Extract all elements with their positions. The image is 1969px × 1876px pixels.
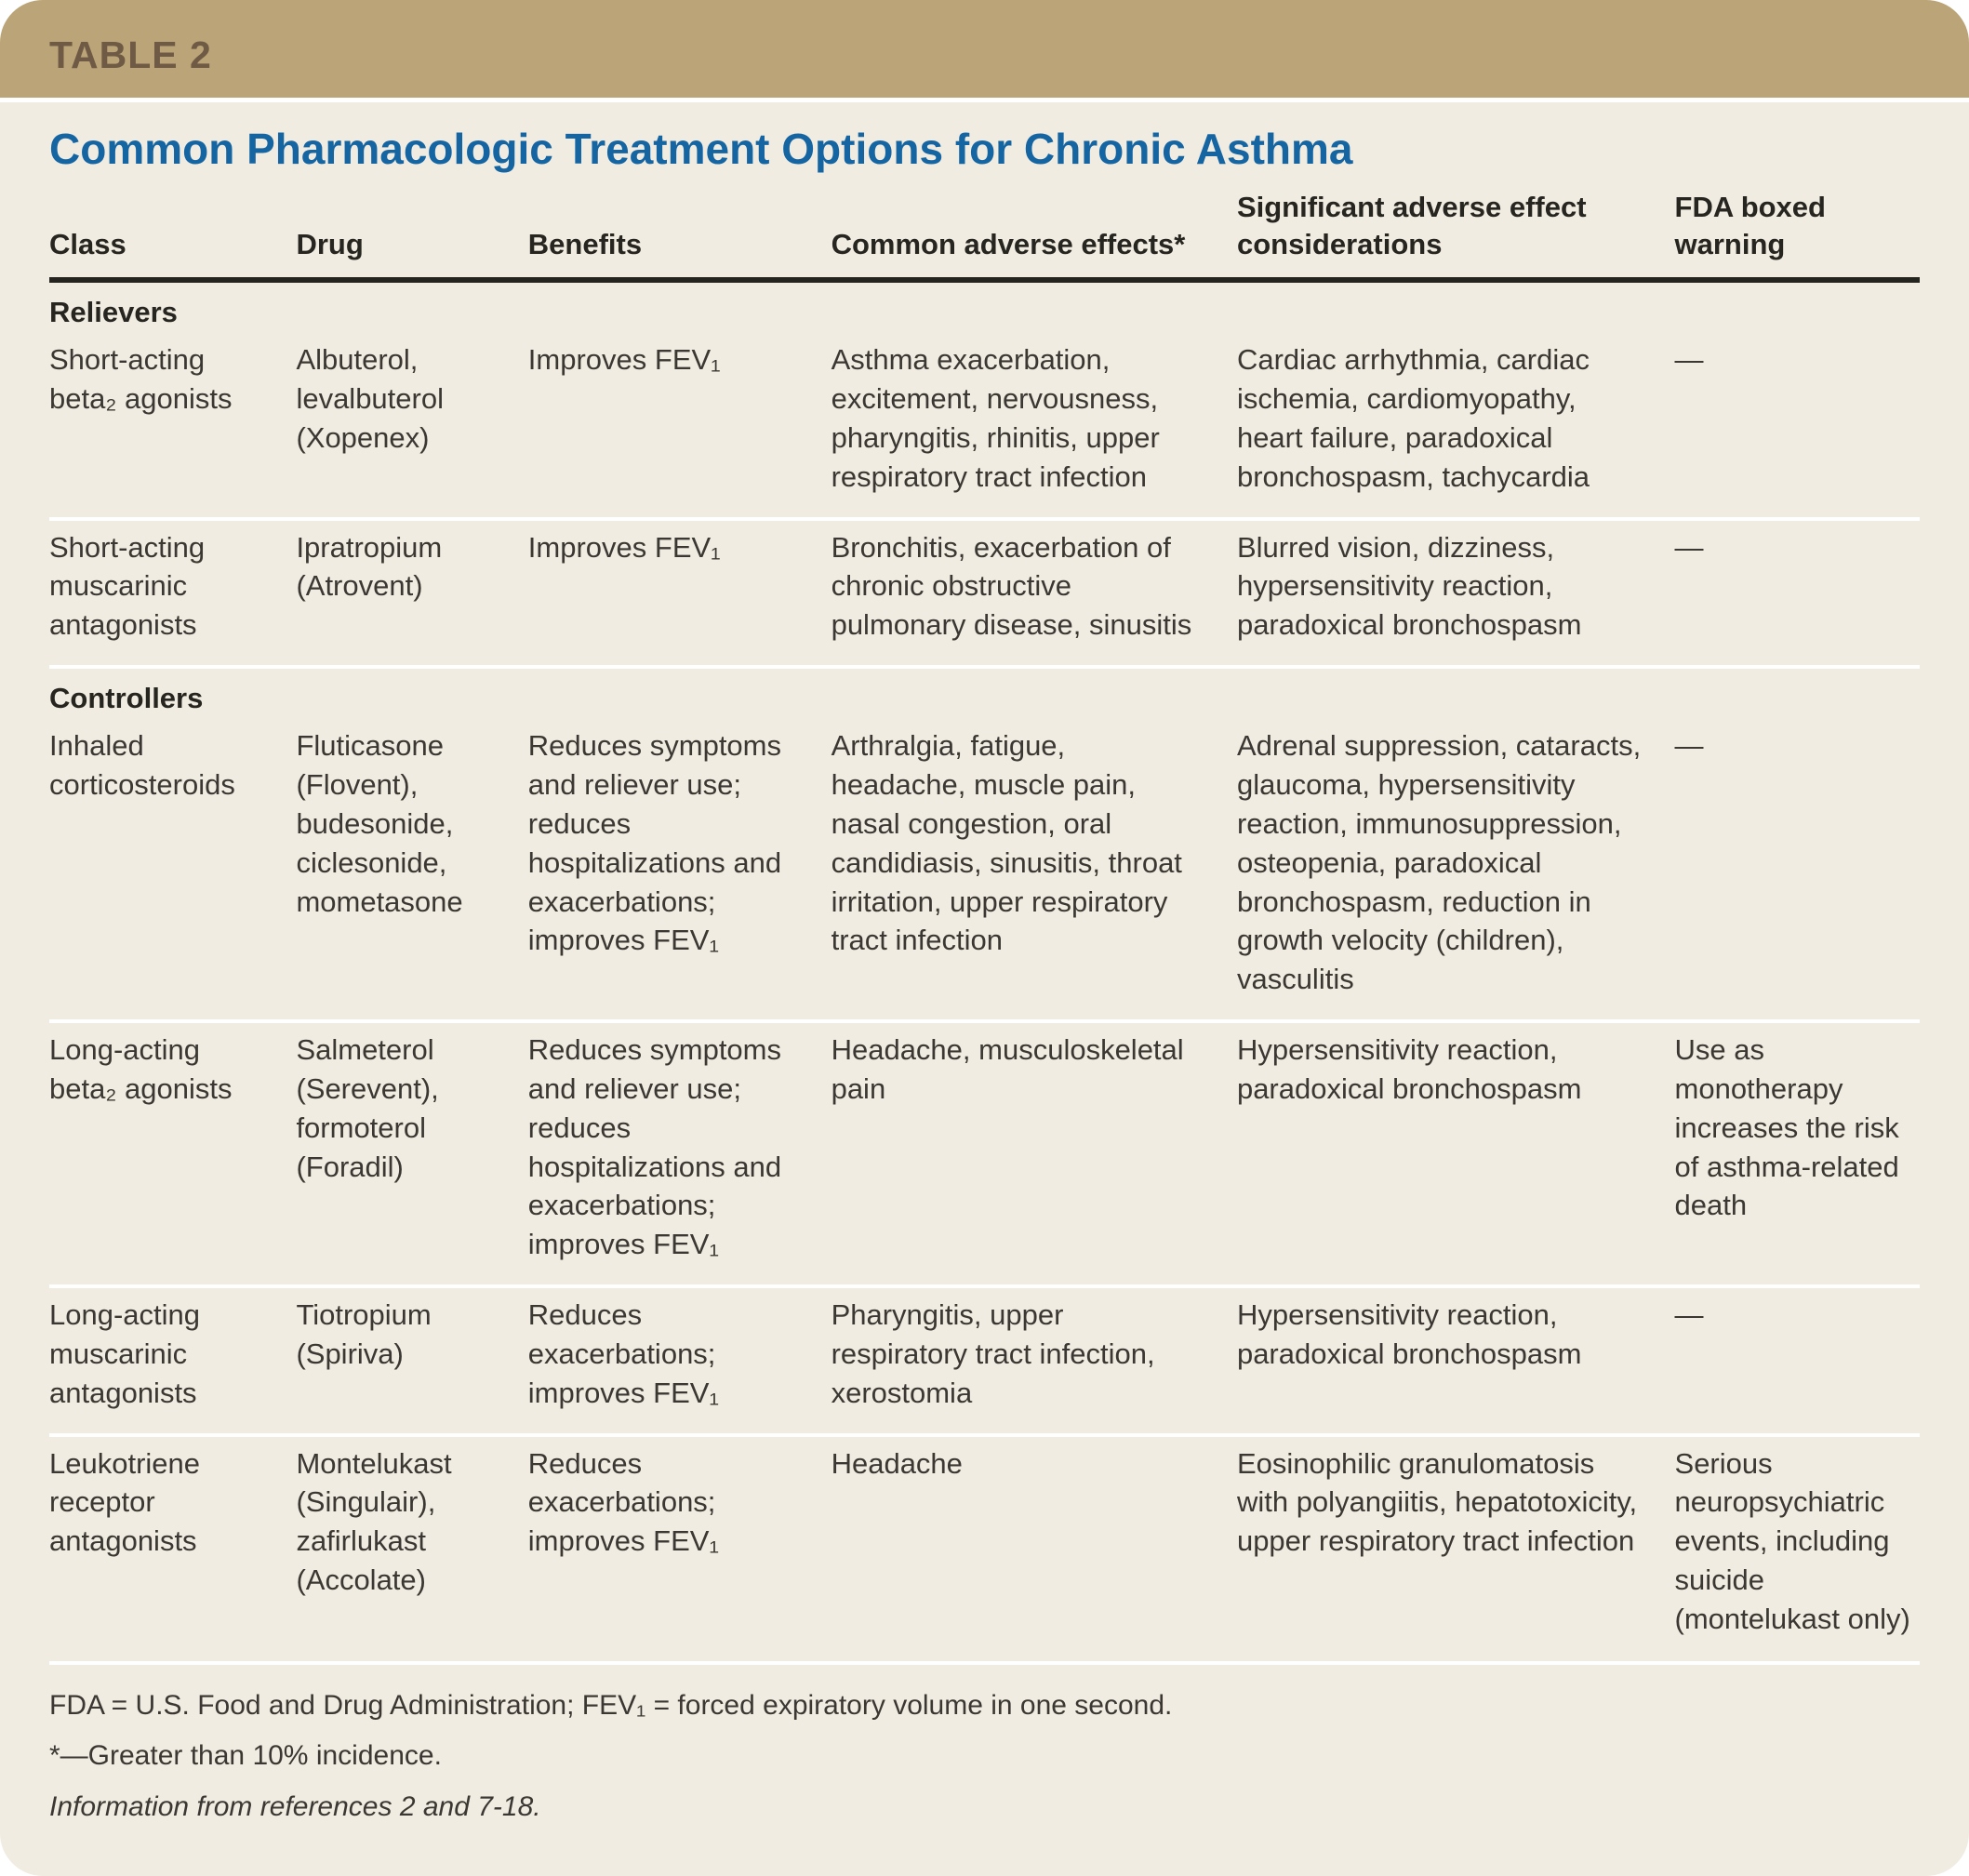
table-body: Relievers Short-acting beta₂ agonists Albu… — [49, 280, 1920, 1659]
cell-class: Short-acting muscarinic antagonists — [49, 530, 206, 642]
cell-benefits: Reduces symptoms and reliever use; reduc… — [527, 729, 782, 957]
table-header: Class Drug Benefits Common adverse effec… — [49, 189, 1920, 281]
section-header: Relievers — [49, 296, 178, 329]
column-header-considerations: Significant adverse effect consideration… — [1236, 190, 1587, 260]
cell-considerations: Eosinophilic granulomatosis with polyang… — [1236, 1446, 1638, 1558]
footnote-source: Information from references 2 and 7-18. — [49, 1790, 541, 1822]
cell-benefits: Improves FEV₁ — [527, 530, 721, 564]
cell-considerations: Hypersensitivity reaction, paradoxical b… — [1236, 1298, 1582, 1370]
cell-drug: Ipratropium (Atrovent) — [296, 530, 443, 603]
column-header-drug: Drug — [296, 227, 364, 260]
header-row: Class Drug Benefits Common adverse effec… — [49, 189, 1920, 281]
cell-adverse-effects: Asthma exacerbation, excitement, nervous… — [831, 343, 1160, 493]
cell-considerations: Adrenal suppression, cataracts, glaucoma… — [1236, 729, 1642, 996]
cell-benefits: Reduces exacerbations; improves FEV₁ — [527, 1446, 719, 1558]
cell-adverse-effects: Headache — [831, 1446, 963, 1480]
footnotes: FDA = U.S. Food and Drug Administration;… — [49, 1660, 1920, 1849]
cell-benefits: Improves FEV₁ — [527, 343, 721, 377]
table-row: Short-acting muscarinic antagonists Iprat… — [49, 518, 1920, 668]
cell-fda-warning: Serious neuropsychiatric events, includi… — [1674, 1446, 1910, 1636]
section-header-row: Relievers — [49, 280, 1920, 333]
table-row: Short-acting beta₂ agonists Albuterol, le… — [49, 333, 1920, 518]
cell-drug: Montelukast (Singulair), zafirlukast (Ac… — [296, 1446, 452, 1597]
table-row: Leukotriene receptor antagonists Monteluk… — [49, 1434, 1920, 1659]
cell-fda-warning: Use as monotherapy increases the risk of… — [1674, 1033, 1899, 1222]
cell-fda-warning: — — [1674, 343, 1704, 377]
cell-considerations: Blurred vision, dizziness, hypersensitiv… — [1236, 530, 1582, 642]
table-row: Inhaled corticosteroids Fluticasone (Flov… — [49, 719, 1920, 1021]
cell-class: Inhaled corticosteroids — [49, 729, 235, 801]
cell-benefits: Reduces symptoms and reliever use; reduc… — [527, 1033, 782, 1261]
table-row: Long-acting muscarinic antagonists Tiotro… — [49, 1286, 1920, 1435]
section-header: Controllers — [49, 682, 204, 715]
table-number-band: TABLE 2 — [0, 0, 1969, 102]
table-content: Common Pharmacologic Treatment Options f… — [0, 102, 1969, 1848]
cell-class: Long-acting beta₂ agonists — [49, 1033, 233, 1105]
cell-adverse-effects: Headache, musculoskeletal pain — [831, 1033, 1184, 1105]
column-header-benefits: Benefits — [527, 227, 643, 260]
cell-drug: Fluticasone (Flovent), budesonide, cicle… — [296, 729, 463, 918]
column-header-adverse-effects: Common adverse effects* — [831, 227, 1186, 260]
table-number-label: TABLE 2 — [49, 33, 212, 76]
footnote-abbreviations: FDA = U.S. Food and Drug Administration;… — [49, 1689, 1173, 1721]
section-header-row: Controllers — [49, 667, 1920, 719]
cell-drug: Tiotropium (Spiriva) — [296, 1298, 432, 1370]
cell-adverse-effects: Arthralgia, fatigue, headache, muscle pa… — [831, 729, 1182, 957]
cell-considerations: Cardiac arrhythmia, cardiac ischemia, ca… — [1236, 343, 1590, 493]
cell-fda-warning: — — [1674, 530, 1704, 564]
column-header-fda-warning: FDA boxed warning — [1674, 190, 1826, 260]
cell-fda-warning: — — [1674, 729, 1704, 763]
cell-drug: Salmeterol (Serevent), formoterol (Forad… — [296, 1033, 439, 1183]
table-title: Common Pharmacologic Treatment Options f… — [49, 125, 1353, 173]
drug-table: Class Drug Benefits Common adverse effec… — [49, 189, 1920, 1659]
cell-adverse-effects: Pharyngitis, upper respiratory tract inf… — [831, 1298, 1155, 1409]
cell-considerations: Hypersensitivity reaction, paradoxical b… — [1236, 1033, 1582, 1105]
column-header-class: Class — [49, 227, 126, 260]
cell-drug: Albuterol, levalbuterol (Xopenex) — [296, 343, 444, 454]
cell-fda-warning: — — [1674, 1298, 1704, 1332]
cell-class: Long-acting muscarinic antagonists — [49, 1298, 201, 1409]
table-row: Long-acting beta₂ agonists Salmeterol (Se… — [49, 1021, 1920, 1286]
cell-class: Short-acting beta₂ agonists — [49, 343, 233, 416]
cell-class: Leukotriene receptor antagonists — [49, 1446, 201, 1558]
cell-adverse-effects: Bronchitis, exacerbation of chronic obst… — [831, 530, 1192, 642]
footnote-asterisk: *—Greater than 10% incidence. — [49, 1740, 442, 1772]
cell-benefits: Reduces exacerbations; improves FEV₁ — [527, 1298, 719, 1409]
